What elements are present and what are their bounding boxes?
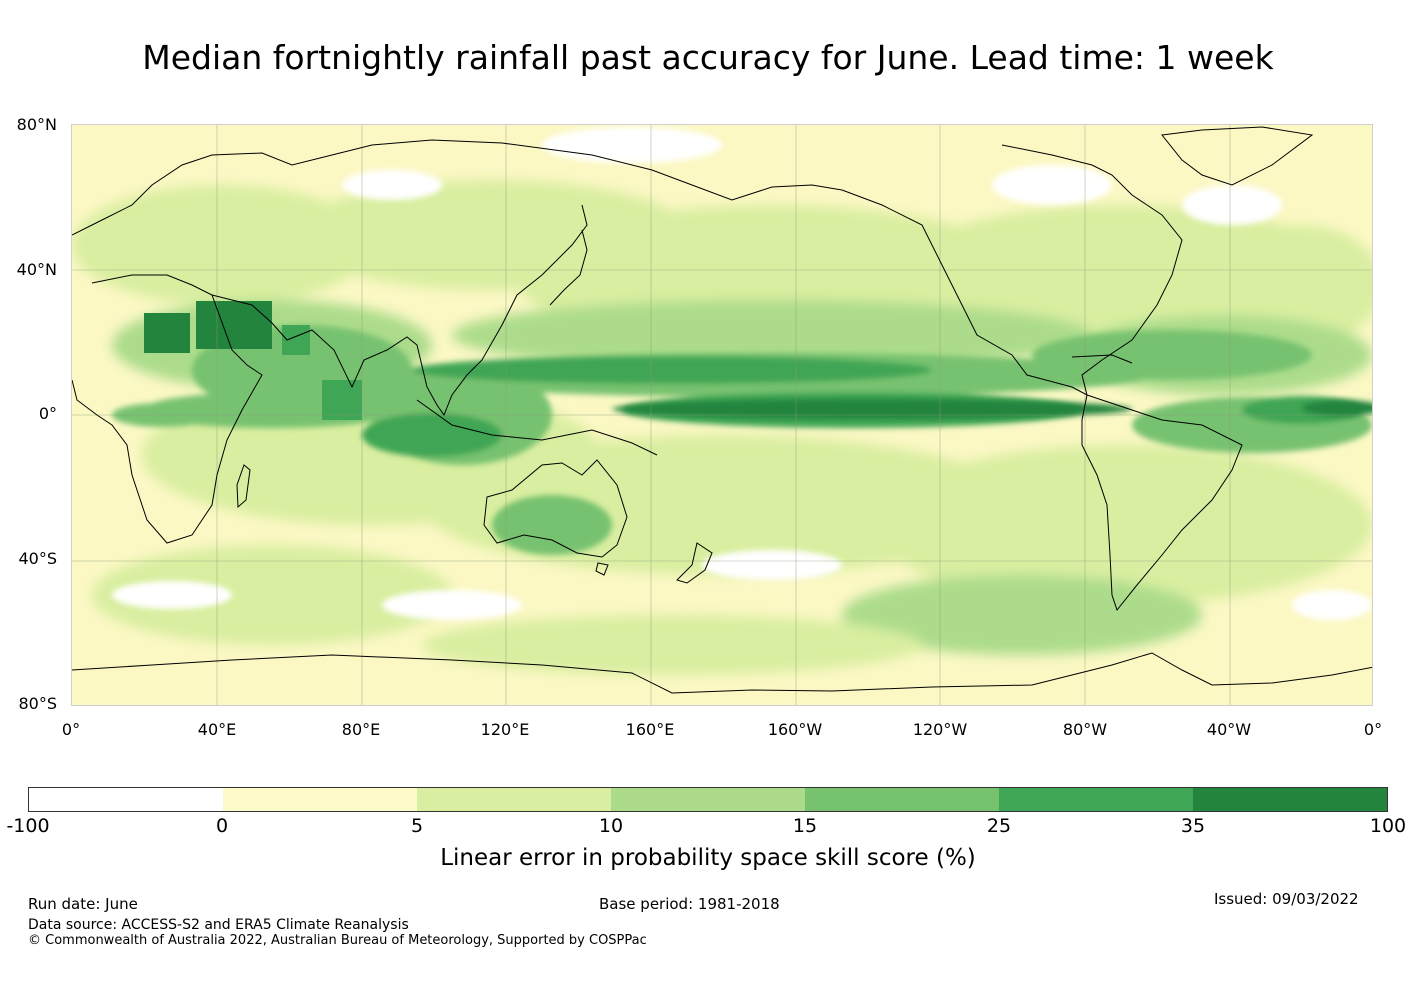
lat-label-40n: 40°N [16,260,57,279]
colorbar-tick: 35 [1180,815,1206,837]
lat-label-80n: 80°N [16,115,57,134]
colorbar-segment [999,788,1193,811]
coastlines [72,126,1372,694]
colorbar-segment [29,788,223,811]
lon-label-40e: 40°E [197,720,237,739]
lat-label-0: 0° [38,404,57,423]
lon-label-0: 0° [61,720,81,739]
lon-label-120w: 120°W [912,720,968,739]
colorbar-segment [223,788,417,811]
lon-label-160w: 160°W [767,720,823,739]
colorbar-tick: 15 [792,815,818,837]
colorbar-tick: 0 [215,815,229,837]
background-skill-field [72,180,1372,675]
copyright: © Commonwealth of Australia 2022, Austra… [28,933,647,948]
colorbar-tick: 100 [1369,815,1407,837]
colorbar-label: Linear error in probability space skill … [440,845,976,871]
colorbar-tick: 25 [986,815,1012,837]
map-canvas [72,125,1372,705]
colorbar-segment [611,788,805,811]
arabian-peninsula-high-skill [144,301,362,420]
lon-label-0-right: 0° [1363,720,1383,739]
colorbar-tick: 10 [598,815,624,837]
base-period: Base period: 1981-2018 [599,895,780,913]
issued-date: Issued: 09/03/2022 [1214,890,1359,908]
colorbar-tick: -100 [6,815,50,837]
run-date: Run date: June [28,895,138,913]
lon-label-160e: 160°E [625,720,675,739]
data-source: Data source: ACCESS-S2 and ERA5 Climate … [28,917,409,933]
colorbar [28,787,1388,812]
negative-skill-patches [112,127,1372,620]
colorbar-segment [805,788,999,811]
equatorial-pacific-band [612,399,1372,419]
lat-label-40s: 40°S [18,549,57,568]
lon-label-40w: 40°W [1206,720,1252,739]
lat-label-80s: 80°S [18,694,57,713]
lon-label-80e: 80°E [341,720,381,739]
skill-score-map [71,124,1373,706]
colorbar-tick: 5 [410,815,424,837]
map-title: Median fortnightly rainfall past accurac… [142,38,1274,77]
lon-label-120e: 120°E [480,720,530,739]
lon-label-80w: 80°W [1062,720,1108,739]
colorbar-segment [417,788,611,811]
colorbar-segment [1193,788,1387,811]
